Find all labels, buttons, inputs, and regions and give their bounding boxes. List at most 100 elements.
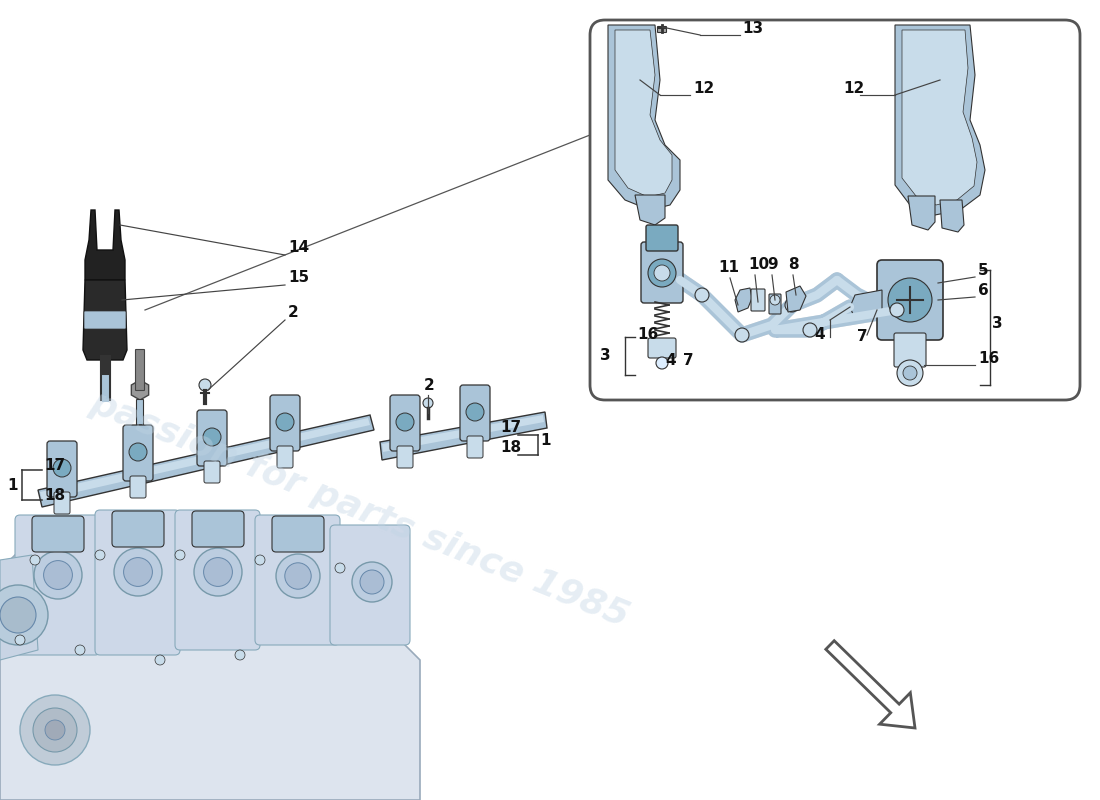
FancyBboxPatch shape <box>175 510 260 650</box>
FancyBboxPatch shape <box>751 289 764 311</box>
Text: 12: 12 <box>843 81 865 96</box>
FancyBboxPatch shape <box>192 511 244 547</box>
Circle shape <box>888 278 932 322</box>
Circle shape <box>114 548 162 596</box>
Polygon shape <box>131 380 149 400</box>
Circle shape <box>896 360 923 386</box>
FancyBboxPatch shape <box>255 515 340 645</box>
Circle shape <box>285 563 311 589</box>
Circle shape <box>695 288 710 302</box>
FancyBboxPatch shape <box>197 410 227 466</box>
FancyBboxPatch shape <box>272 516 324 552</box>
FancyBboxPatch shape <box>460 385 490 441</box>
FancyBboxPatch shape <box>112 511 164 547</box>
Text: 10: 10 <box>748 257 769 272</box>
Polygon shape <box>0 515 420 800</box>
Polygon shape <box>902 30 977 205</box>
Polygon shape <box>39 415 374 507</box>
FancyBboxPatch shape <box>204 461 220 483</box>
FancyBboxPatch shape <box>135 350 144 390</box>
Text: 3: 3 <box>601 349 610 363</box>
Circle shape <box>155 655 165 665</box>
Polygon shape <box>735 288 752 312</box>
FancyBboxPatch shape <box>130 476 146 498</box>
Polygon shape <box>85 210 125 280</box>
Circle shape <box>129 443 147 461</box>
FancyBboxPatch shape <box>330 525 410 645</box>
Circle shape <box>466 403 484 421</box>
FancyBboxPatch shape <box>277 446 293 468</box>
Circle shape <box>276 554 320 598</box>
FancyBboxPatch shape <box>84 311 126 329</box>
Circle shape <box>45 720 65 740</box>
FancyBboxPatch shape <box>54 492 70 514</box>
FancyBboxPatch shape <box>95 510 180 655</box>
Text: 4: 4 <box>815 327 825 342</box>
Circle shape <box>95 550 104 560</box>
Polygon shape <box>895 25 984 215</box>
Text: 18: 18 <box>500 440 521 455</box>
Text: 15: 15 <box>288 270 309 285</box>
Text: 9: 9 <box>767 257 778 272</box>
FancyBboxPatch shape <box>641 242 683 303</box>
Text: 2: 2 <box>288 305 299 320</box>
Text: 1: 1 <box>8 478 18 493</box>
Circle shape <box>30 555 40 565</box>
Circle shape <box>75 645 85 655</box>
Text: 11: 11 <box>718 260 739 275</box>
Text: 2: 2 <box>424 378 434 393</box>
Text: 4: 4 <box>666 353 675 368</box>
Circle shape <box>20 695 90 765</box>
FancyBboxPatch shape <box>47 441 77 497</box>
Circle shape <box>890 303 904 317</box>
Text: 16: 16 <box>978 351 999 366</box>
Text: 17: 17 <box>500 420 521 435</box>
Circle shape <box>235 650 245 660</box>
Circle shape <box>199 379 211 391</box>
Circle shape <box>803 323 817 337</box>
Text: passion for parts since 1985: passion for parts since 1985 <box>86 386 635 634</box>
Circle shape <box>255 555 265 565</box>
Polygon shape <box>608 25 680 210</box>
Circle shape <box>360 570 384 594</box>
Text: 6: 6 <box>978 283 989 298</box>
Text: 5: 5 <box>978 263 989 278</box>
FancyBboxPatch shape <box>397 446 412 468</box>
FancyBboxPatch shape <box>15 515 100 655</box>
Circle shape <box>0 585 48 645</box>
FancyBboxPatch shape <box>877 260 943 340</box>
Polygon shape <box>615 30 672 197</box>
Circle shape <box>770 295 780 305</box>
FancyBboxPatch shape <box>646 225 678 251</box>
Text: 16: 16 <box>637 327 658 342</box>
Circle shape <box>654 265 670 281</box>
Polygon shape <box>826 641 915 728</box>
Circle shape <box>903 366 917 380</box>
Circle shape <box>44 561 73 590</box>
Circle shape <box>396 413 414 431</box>
Circle shape <box>204 558 232 586</box>
Text: 7: 7 <box>857 329 868 344</box>
Text: 1: 1 <box>540 433 550 448</box>
FancyBboxPatch shape <box>468 436 483 458</box>
Polygon shape <box>382 415 544 452</box>
Circle shape <box>352 562 392 602</box>
Polygon shape <box>635 195 666 225</box>
FancyBboxPatch shape <box>123 425 153 481</box>
FancyBboxPatch shape <box>136 399 143 426</box>
Text: 18: 18 <box>44 488 65 503</box>
Circle shape <box>175 550 185 560</box>
Text: 13: 13 <box>742 21 763 36</box>
Circle shape <box>276 413 294 431</box>
FancyBboxPatch shape <box>658 26 667 33</box>
Circle shape <box>15 635 25 645</box>
FancyBboxPatch shape <box>894 333 926 367</box>
Polygon shape <box>0 555 39 660</box>
Circle shape <box>34 551 82 599</box>
Circle shape <box>336 563 345 573</box>
Polygon shape <box>850 290 882 319</box>
Polygon shape <box>82 280 126 360</box>
Circle shape <box>33 708 77 752</box>
FancyBboxPatch shape <box>769 294 781 314</box>
Text: 3: 3 <box>992 315 1002 330</box>
